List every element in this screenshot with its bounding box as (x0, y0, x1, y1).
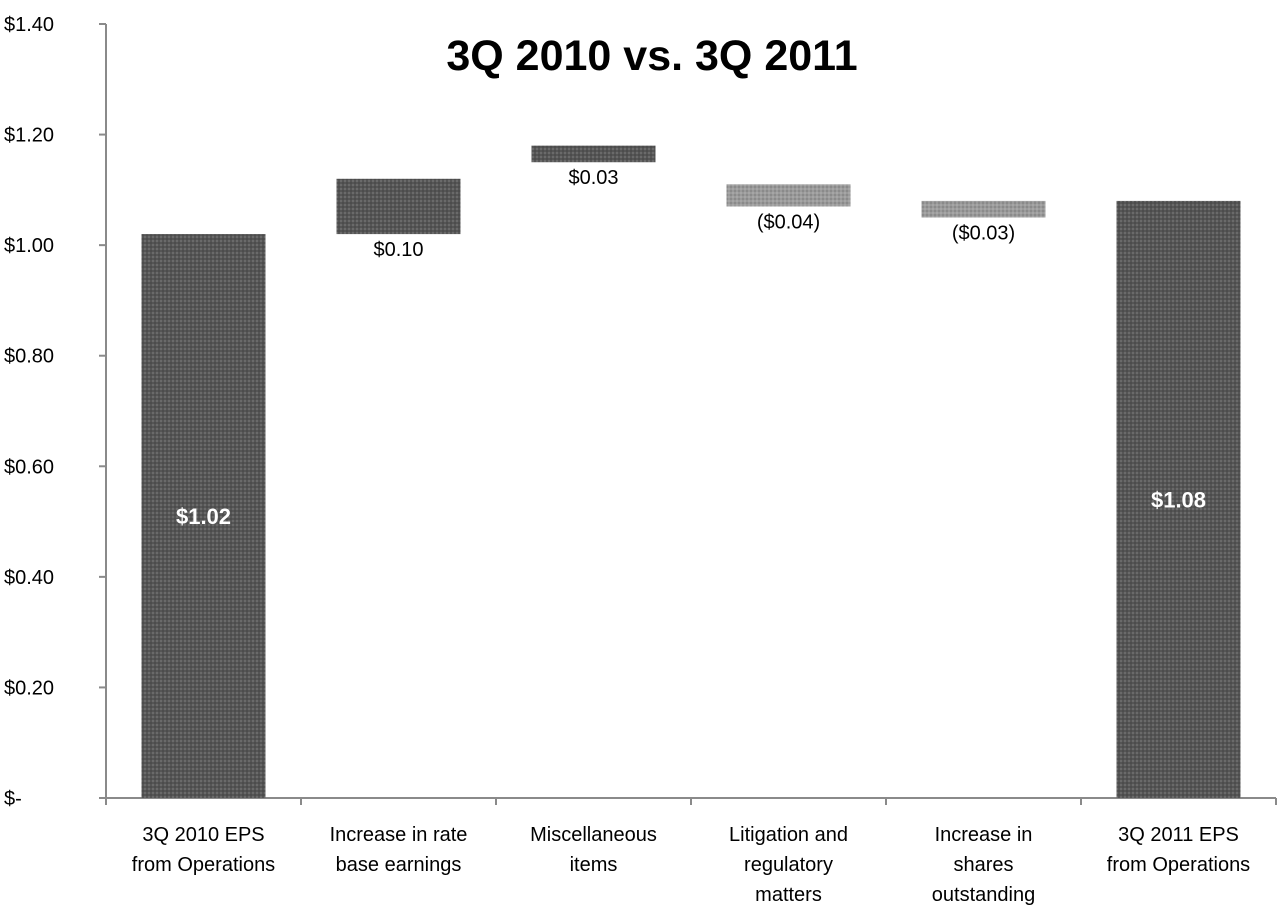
bars (141, 145, 1241, 799)
y-tick-label: $0.20 (4, 677, 54, 699)
y-axis: $- $0.20 $0.40 $0.60 $0.80 $1.00 $1.20 $1.40 (4, 14, 107, 810)
bar-texture (921, 200, 1046, 218)
chart-title: 3Q 2010 vs. 3Q 2011 (446, 32, 857, 80)
x-tick-label: Increase in shares outstanding (932, 824, 1035, 906)
x-tick-label: Increase in rate base earnings (330, 824, 468, 876)
bar-texture (531, 145, 656, 163)
data-label: $0.03 (568, 167, 618, 189)
bar-texture (141, 234, 266, 799)
y-tick-label: $0.40 (4, 567, 54, 589)
data-label: ($0.04) (757, 211, 820, 233)
x-tick-label: Miscellaneous items (530, 824, 657, 876)
y-tick-label: $- (4, 788, 22, 810)
x-tick-label: 3Q 2011 EPS from Operations (1107, 824, 1250, 876)
data-label: $1.08 (1151, 487, 1206, 512)
bar-texture (336, 178, 461, 235)
bar-texture (726, 184, 851, 207)
y-tick-label: $1.40 (4, 14, 54, 36)
data-label: ($0.03) (952, 223, 1015, 245)
data-label: $0.10 (373, 239, 423, 261)
x-tick-label: 3Q 2010 EPS from Operations (132, 824, 275, 876)
x-axis: 3Q 2010 EPS from Operations Increase in ra… (105, 797, 1277, 906)
x-tick-label: Litigation and regulatory matters (729, 824, 848, 906)
bar-texture (1116, 200, 1241, 798)
data-label: $1.02 (176, 504, 231, 529)
data-labels: $1.02 $0.10 $0.03 ($0.04) ($0.03) $1.08 (176, 167, 1206, 529)
y-tick-label: $0.60 (4, 456, 54, 478)
y-tick-label: $1.20 (4, 125, 54, 147)
y-tick-label: $0.80 (4, 346, 54, 368)
y-tick-label: $1.00 (4, 235, 54, 257)
